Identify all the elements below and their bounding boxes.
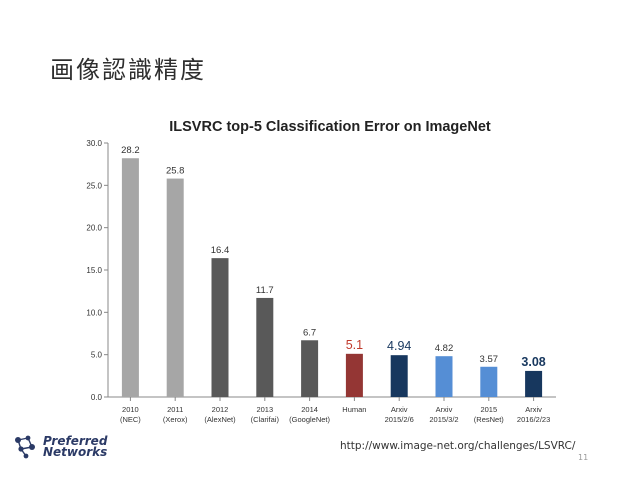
x-tick-label: (GoogleNet) (289, 415, 330, 424)
x-tick-label: 2011 (167, 405, 183, 414)
bar (390, 355, 408, 397)
x-tick-label: Arxiv (391, 405, 408, 414)
bar-value-label: 16.4 (211, 245, 230, 256)
logo-line2: Networks (43, 445, 108, 459)
x-tick-label: (Clarifai) (251, 415, 280, 424)
bar (435, 356, 453, 397)
bar-value-label: 5.1 (346, 338, 363, 352)
preferred-networks-logo: Preferred Networks (12, 432, 107, 462)
logo-wordmark: Preferred Networks (43, 434, 108, 459)
x-tick-label: 2015 (480, 405, 497, 414)
x-tick-label: 2010 (122, 405, 139, 414)
y-tick-label: 15.0 (86, 266, 102, 275)
x-tick-label: (AlexNet) (204, 415, 236, 424)
x-tick-label: Human (342, 405, 366, 414)
source-url[interactable]: http://www.image-net.org/challenges/LSVR… (340, 440, 576, 452)
bar-value-label: 6.7 (303, 327, 316, 338)
y-tick-label: 10.0 (86, 308, 102, 317)
y-tick-label: 5.0 (91, 351, 103, 360)
bar-value-label: 11.7 (256, 285, 274, 296)
chart-title: ILSVRC top-5 Classification Error on Ima… (169, 119, 491, 135)
x-tick-label: (ResNet) (474, 415, 505, 424)
bar-value-label: 4.94 (387, 339, 411, 353)
bar (211, 258, 229, 397)
x-tick-label: (Xerox) (163, 415, 188, 424)
x-tick-label: (NEC) (120, 415, 141, 424)
bar (121, 158, 139, 397)
x-tick-label: Arxiv (525, 405, 542, 414)
page-number: 11 (578, 453, 589, 462)
bar (480, 366, 498, 397)
chart-figure: ILSVRC top-5 Classification Error on Ima… (78, 108, 562, 438)
y-tick-label: 0.0 (91, 393, 103, 402)
chart-x-tick-labels: 2010(NEC) 2011(Xerox) 2012(AlexNet) 2013(Cl… (120, 397, 550, 424)
slide-title: 画像認識精度 (50, 56, 206, 84)
x-tick-label: 2012 (212, 405, 229, 414)
y-tick-label: 30.0 (86, 139, 102, 148)
bar-value-label: 3.08 (521, 355, 545, 369)
bar (256, 297, 274, 397)
x-tick-label: 2014 (301, 405, 318, 414)
x-tick-label: 2015/3/2 (429, 415, 458, 424)
x-tick-label: Arxiv (436, 405, 453, 414)
chart-bars (121, 158, 543, 397)
bar (525, 370, 543, 397)
bar (301, 340, 319, 397)
bar (345, 353, 363, 397)
bar-value-label: 4.82 (435, 343, 454, 354)
bar-value-label: 25.8 (166, 166, 185, 177)
bar-value-label: 28.2 (121, 145, 139, 156)
chart-svg: ILSVRC top-5 Classification Error on Ima… (86, 119, 556, 424)
x-tick-label: 2015/2/6 (385, 415, 414, 424)
y-tick-label: 25.0 (86, 181, 102, 190)
logo-mark-icon (15, 435, 35, 459)
x-tick-label: 2016/2/23 (517, 415, 550, 424)
chart-value-labels: 28.2 25.8 16.4 11.7 6.7 5.1 4.94 4.82 3.57 3.08 (121, 145, 546, 369)
logo-line1: Preferred (43, 434, 108, 448)
y-tick-label: 20.0 (86, 224, 102, 233)
bar (166, 178, 184, 397)
bar-value-label: 3.57 (480, 354, 499, 365)
x-tick-label: 2013 (256, 405, 273, 414)
